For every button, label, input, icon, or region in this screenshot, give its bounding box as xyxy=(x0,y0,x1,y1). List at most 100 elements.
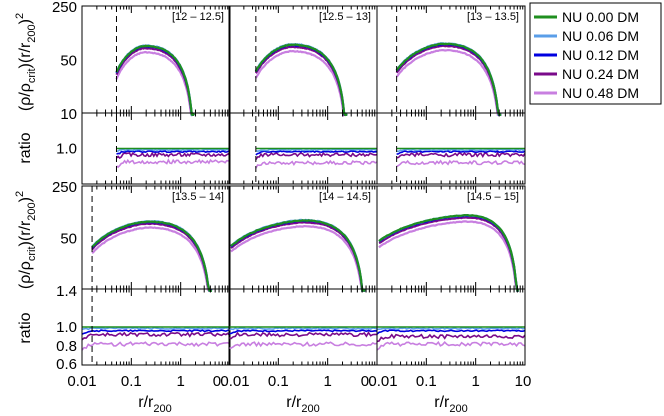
ratio-line-nu-0-48-dm xyxy=(115,158,231,169)
panel-6: [14.5 – 15] xyxy=(376,185,526,366)
ratio-line-nu-0-12-dm xyxy=(229,329,378,335)
profile-line-nu-0-00-dm xyxy=(395,42,502,116)
ratio-line-nu-0-24-dm xyxy=(255,151,378,161)
x-tick-label: 10 xyxy=(515,373,532,390)
profile-line-nu-0-24-dm xyxy=(115,46,195,117)
x-tick-label: 0.01 xyxy=(368,373,397,390)
panel-mass-label: [14 – 14.5] xyxy=(319,191,371,203)
ratio-line-nu-0-06-dm xyxy=(377,326,526,330)
panel-mass-label: [12 – 12.5] xyxy=(172,11,224,23)
x-ticks xyxy=(376,186,524,365)
panel-mass-label: [13 – 13.5] xyxy=(467,11,519,23)
ratio-line-nu-0-24-dm xyxy=(228,331,378,340)
x-tick-label: 0.1 xyxy=(416,373,437,390)
x-tick-label: 1 xyxy=(471,373,479,390)
y-tick-label: 50 xyxy=(60,53,77,70)
ratio-line-nu-0-12-dm xyxy=(81,329,231,335)
ratio-line-nu-0-12-dm xyxy=(255,150,378,156)
profile-line-nu-0-48-dm xyxy=(378,220,519,292)
panel-1: [12 – 12.5] xyxy=(81,5,231,185)
y-axis-title-bottom-row: (ρ/ρcrit)(r/r200)2 xyxy=(14,191,38,289)
y-tick-label: 50 xyxy=(60,231,77,248)
x-tick-label: 0.01 xyxy=(67,373,96,390)
profile-series-group xyxy=(395,42,502,117)
x-ticks xyxy=(81,186,229,365)
ratio-series-group xyxy=(376,326,526,351)
ratio-series-group xyxy=(396,147,526,168)
ratio-line-nu-0-12-dm xyxy=(116,150,231,155)
ratio-line-nu-0-06-dm xyxy=(81,326,230,331)
x-tick-label: 0.1 xyxy=(121,373,142,390)
profile-line-nu-0-48-dm xyxy=(115,50,195,117)
legend-entry: NU 0.12 DM xyxy=(562,47,639,63)
x-ticks xyxy=(228,186,376,365)
x-axis-titles: r/r200 r/r200 r/r200 xyxy=(138,394,467,415)
ratio-series-group xyxy=(255,147,378,169)
profile-series-group xyxy=(91,220,213,293)
ratio-line-nu-0-48-dm xyxy=(81,341,231,351)
ratio-panel-frame xyxy=(376,112,526,185)
ratio-line-nu-0-24-dm xyxy=(81,331,231,341)
profile-line-nu-0-00-dm xyxy=(230,219,366,292)
ratio-tick-label: 1.0 xyxy=(56,319,77,336)
panel-2: [12.5 – 13] xyxy=(228,5,378,185)
y-tick-labels: 250 50 10 250 50 1.0 1.4 1.0 0.80.6 xyxy=(52,0,77,373)
ratio-line-nu-0-24-dm xyxy=(376,333,526,343)
ratio-line-nu-0-06-dm xyxy=(396,148,526,153)
panel-4: [13.5 – 14] xyxy=(81,185,231,366)
ratio-axis-title-bottom-row: ratio xyxy=(17,312,34,343)
profile-line-nu-0-48-dm xyxy=(91,226,213,293)
panel-mass-label: [12.5 – 13] xyxy=(319,11,371,23)
profile-line-nu-0-00-dm xyxy=(115,44,195,117)
x-ticks xyxy=(81,6,229,184)
ratio-tick-label: 1.4 xyxy=(56,283,77,300)
legend: NU 0.00 DM NU 0.06 DM NU 0.12 DM NU 0.24 DM… xyxy=(529,2,662,105)
profile-line-nu-0-24-dm xyxy=(230,221,366,292)
x-tick-label: 0.1 xyxy=(268,373,289,390)
ratio-line-nu-0-12-dm xyxy=(376,329,526,335)
legend-entry: NU 0.48 DM xyxy=(562,85,639,101)
legend-entry: NU 0.24 DM xyxy=(562,66,639,82)
profile-line-nu-0-00-dm xyxy=(378,213,519,292)
ratio-series-group xyxy=(81,326,231,351)
legend-entry: NU 0.06 DM xyxy=(562,28,639,44)
ratio-tick-label: 1.0 xyxy=(56,141,77,158)
ratio-line-nu-0-48-dm xyxy=(255,159,378,169)
profile-line-nu-0-24-dm xyxy=(254,45,348,117)
x-tick-label-fragment: 0. xyxy=(213,373,226,390)
ratio-line-nu-0-48-dm xyxy=(396,159,526,168)
x-tick-label: 1 xyxy=(176,373,184,390)
panel-5: [14 – 14.5] xyxy=(228,185,378,366)
panel-mass-label: [14.5 – 15] xyxy=(467,191,519,203)
x-tick-label: 1 xyxy=(323,373,331,390)
profile-series-group xyxy=(230,218,366,293)
panel-mass-label: [13.5 – 14] xyxy=(172,191,224,203)
x-ticks xyxy=(228,6,376,184)
ratio-line-nu-0-24-dm xyxy=(396,151,526,159)
ratio-line-nu-0-06-dm xyxy=(228,326,378,331)
ratio-line-nu-0-12-dm xyxy=(396,150,526,155)
ratio-tick-label: 0.8 xyxy=(56,338,77,355)
ratio-series-group xyxy=(115,147,231,169)
y-tick-label: 10 xyxy=(60,106,77,123)
ratio-line-nu-0-48-dm xyxy=(376,340,526,351)
legend-entry: NU 0.00 DM xyxy=(562,9,639,25)
ratio-line-nu-0-06-dm xyxy=(255,148,378,153)
ratio-panel-frame xyxy=(81,112,231,185)
y-tick-label: 250 xyxy=(52,0,77,16)
x-tick-label-fragment: 0. xyxy=(361,373,374,390)
ratio-axis-title-top-row: ratio xyxy=(17,132,34,163)
ratio-line-nu-0-24-dm xyxy=(115,151,231,160)
x-tick-labels: 0.01 0.1 1 0.01 0.1 1 0.01 0.1 1 10 0. 0. xyxy=(67,373,531,390)
x-axis-title: r/r200 xyxy=(286,394,319,415)
panel-3: [13 – 13.5] xyxy=(376,5,526,185)
profile-line-nu-0-48-dm xyxy=(230,224,366,293)
y-tick-label: 250 xyxy=(52,179,77,196)
x-axis-title: r/r200 xyxy=(138,394,171,415)
ratio-tick-label: 0.6 xyxy=(56,356,77,373)
x-tick-label: 0.01 xyxy=(220,373,249,390)
ratio-line-nu-0-48-dm xyxy=(229,341,378,349)
profile-series-group xyxy=(115,44,195,117)
profile-line-nu-0-48-dm xyxy=(395,49,502,117)
